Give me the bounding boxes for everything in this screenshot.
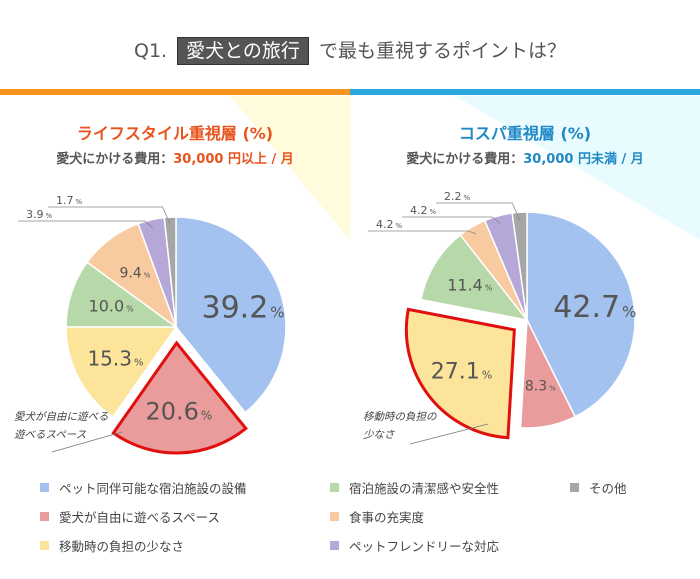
pie-slice [511,211,528,321]
legend-item: 愛犬が自由に遊べるスペース [40,507,330,526]
right-pie [404,211,636,440]
callout-text: 遊べるスペース [14,429,87,441]
legend-label: その他 [589,481,627,496]
unit: % [430,208,437,216]
left-bg-triangle [230,96,350,240]
legend-item: その他 [570,478,680,497]
unit: % [270,303,284,321]
callout-text: 愛犬が自由に遊べる [14,411,109,423]
legend-label: 宿泊施設の清潔感や安全性 [349,481,500,496]
pie-charts: 39.2 %20.6 %15.3 %10.0 %9.4 %3.9 %1.7 %愛犬が自由に遊べ… [14,190,636,455]
legend-label: ペット同伴可能な宿泊施設の設備 [59,481,247,496]
leader-line [402,216,501,224]
legend-label: 移動時の負担の少なさ [59,539,185,554]
pie-slice [420,233,529,322]
leader-line [368,230,477,235]
unit: % [46,212,53,220]
legend-item-empty [570,507,680,526]
data-label: 15.3% [87,346,143,370]
title-suffix: で最も重視するポイントは？ [318,40,566,62]
unit: % [396,222,403,230]
pie-slice [519,317,577,429]
left-chart-subtitle: 愛犬にかける費用：30,000 円以上 / 月 [0,148,350,167]
title-highlight: 愛犬との旅行 [177,37,309,65]
data-label: 3.9% [26,208,53,221]
data-label: 1.7% [56,194,83,207]
subtitle-label: 愛犬にかける費用： [56,152,174,167]
callout-line [409,423,489,445]
unit: % [549,385,556,393]
title-prefix: Q1. [133,40,168,62]
unit: % [201,409,212,423]
data-label: 10.0% [89,296,135,315]
legend-swatch [330,541,339,550]
legend-item: ペット同伴可能な宿泊施設の設備 [40,478,330,497]
subtitle-value: 30,000 円未満 / 月 [523,152,644,167]
legend-label: 愛犬が自由に遊べるスペース [59,510,221,525]
page-title: Q1. 愛犬との旅行 で最も重視するポイントは？ [0,36,700,65]
left-pie [65,216,287,455]
data-label: 2.2% [444,190,471,203]
orange-bar [0,89,350,95]
right-chart-title: コスパ重視層 (%) [458,124,592,143]
pie-slice [175,216,287,414]
data-label: 4.2% [376,218,403,231]
legend-swatch [570,483,579,492]
legend-label: 食事の充実度 [349,510,425,525]
legend-swatch [40,483,49,492]
leader-line [18,220,154,228]
callout-line [51,431,123,453]
legend-label: ペットフレンドリーな対応 [349,539,500,554]
legend-swatch [40,541,49,550]
unit: % [482,369,492,382]
subtitle-label: 愛犬にかける費用： [406,152,524,167]
legend-item: 食事の充実度 [330,507,570,526]
unit: % [144,271,151,279]
right-chart-subtitle: 愛犬にかける費用：30,000 円未満 / 月 [350,148,700,167]
unit: % [485,284,493,293]
leader-line [48,206,171,226]
callout-text: 少なさ [363,429,395,441]
pie-slice [163,216,177,328]
data-label: 27.1% [431,360,492,385]
legend: ペット同伴可能な宿泊施設の設備 宿泊施設の清潔感や安全性 その他 愛犬が自由に遊… [40,478,680,555]
unit: % [126,304,134,313]
unit: % [76,198,83,206]
right-bg-triangle [455,96,700,240]
callout-text: 移動時の負担の [363,411,437,423]
pie-slice [526,211,636,418]
data-label: 4.2% [410,204,437,217]
pie-slice [111,340,248,455]
legend-swatch [330,483,339,492]
legend-item: 移動時の負担の少なさ [40,536,330,555]
unit: % [622,303,636,321]
legend-swatch [330,512,339,521]
legend-swatch [40,512,49,521]
blue-bar [350,89,700,95]
leader-line [436,202,521,221]
data-label: 11.4% [447,276,493,295]
left-chart-title: ライフスタイル重視層 (%) [76,124,274,143]
pie-slice [404,307,516,440]
unit: % [134,357,144,368]
legend-item: ペットフレンドリーな対応 [330,536,570,555]
subtitle-value: 30,000 円以上 / 月 [173,152,294,167]
legend-item: 宿泊施設の清潔感や安全性 [330,478,570,497]
pie-slice [65,326,178,419]
unit: % [464,194,471,202]
